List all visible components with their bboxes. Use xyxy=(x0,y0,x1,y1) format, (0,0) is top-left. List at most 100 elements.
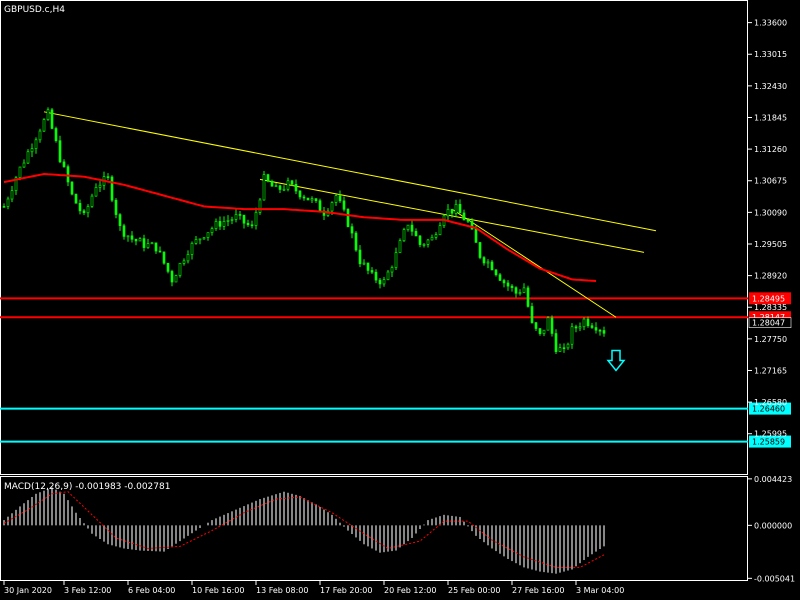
down-arrow-marker xyxy=(606,349,626,372)
candle-body xyxy=(282,188,286,191)
candle-body xyxy=(194,239,198,244)
candle-body xyxy=(290,180,294,185)
candle-body xyxy=(318,200,322,212)
time-tick-label: 3 Mar 04:00 xyxy=(576,586,624,595)
candle-body xyxy=(10,190,14,200)
candle-body xyxy=(182,260,186,264)
candle-body xyxy=(570,326,574,345)
support-2-label-box xyxy=(749,435,791,448)
time-tick-label: 10 Feb 16:00 xyxy=(192,586,244,595)
candle-body xyxy=(174,275,178,283)
candle-body xyxy=(446,208,450,217)
resistance-1-label: 1.28495 xyxy=(752,294,785,303)
candle-body xyxy=(162,251,166,264)
candle-body xyxy=(262,174,266,201)
candle-body xyxy=(530,306,534,323)
macd-tick-label: -0.005041 xyxy=(754,574,795,583)
candle-body xyxy=(574,326,578,329)
candle-body xyxy=(522,287,526,293)
candle-body xyxy=(382,279,386,285)
candle-body xyxy=(238,214,242,216)
candle-body xyxy=(414,231,418,237)
price-tick-label: 1.32430 xyxy=(754,82,787,91)
candle-body xyxy=(226,220,230,222)
candle-body xyxy=(126,235,130,238)
candle-body xyxy=(250,224,254,227)
candle-body xyxy=(566,343,570,349)
candle-body xyxy=(310,198,314,201)
price-tick-label: 1.29505 xyxy=(754,240,787,249)
time-tick-label: 17 Feb 20:00 xyxy=(320,586,372,595)
candle-body xyxy=(502,280,506,284)
candle-body xyxy=(386,271,390,281)
candle-body xyxy=(534,322,538,329)
support-1-label: 1.26460 xyxy=(752,405,785,414)
resistance-1-label-box xyxy=(749,292,791,305)
candle-body xyxy=(598,329,602,332)
candle-body xyxy=(338,195,342,202)
candle-body xyxy=(550,317,554,334)
current-price-box xyxy=(748,317,792,328)
price-tick-label: 1.30090 xyxy=(754,208,787,217)
support-2-label: 1.25859 xyxy=(752,438,785,447)
candle-body xyxy=(90,195,94,207)
candle-body xyxy=(266,174,270,182)
candle-body xyxy=(218,221,222,227)
candle-body xyxy=(586,318,590,327)
candle-body xyxy=(398,240,402,253)
candle-body xyxy=(154,242,158,252)
candle-body xyxy=(38,130,42,141)
current-price-label: 1.28047 xyxy=(752,319,785,328)
candle-body xyxy=(74,193,78,204)
candle-body xyxy=(486,261,490,264)
candle-body xyxy=(6,198,10,207)
candle-body xyxy=(286,180,290,190)
candle-body xyxy=(34,139,38,149)
candle-body xyxy=(246,222,250,226)
candle-body xyxy=(422,244,426,246)
price-tick-label: 1.28920 xyxy=(754,272,787,281)
support-1-label-box xyxy=(749,402,791,415)
candle-body xyxy=(94,187,98,197)
candle-body xyxy=(22,162,26,168)
price-tick-label: 1.26580 xyxy=(754,398,787,407)
time-tick-label: 20 Feb 12:00 xyxy=(384,586,436,595)
macd-tick-label: 0.004423 xyxy=(754,475,792,484)
candle-body xyxy=(330,202,334,212)
price-tick-label: 1.31845 xyxy=(754,113,787,122)
candle-body xyxy=(474,228,478,243)
time-axis: 30 Jan 2020 3 Feb 12:00 6 Feb 04:00 10 Feb … xyxy=(3,581,624,595)
candle-body xyxy=(410,224,414,232)
candle-body xyxy=(234,214,238,220)
macd-panel-frame xyxy=(0,476,748,581)
candle-body xyxy=(54,128,58,141)
candle-body xyxy=(494,269,498,276)
candle-body xyxy=(110,176,114,201)
candle-body xyxy=(526,287,530,307)
candle-body xyxy=(66,166,70,183)
macd-label: MACD(12,26,9) -0.001983 -0.002781 xyxy=(4,482,170,492)
candle-body xyxy=(366,262,370,271)
candles xyxy=(2,107,606,354)
candle-body xyxy=(390,267,394,273)
candle-body xyxy=(510,285,514,288)
candle-body xyxy=(278,185,282,190)
candle-body xyxy=(342,200,346,210)
candle-body xyxy=(590,325,594,328)
time-tick-label: 30 Jan 2020 xyxy=(4,586,52,595)
candle-body xyxy=(438,225,442,236)
candle-body xyxy=(130,235,134,240)
candle-body xyxy=(462,212,466,221)
macd-signal-line xyxy=(3,491,605,568)
candle-body xyxy=(558,347,562,352)
candle-body xyxy=(46,109,50,120)
candle-body xyxy=(138,238,142,242)
price-tick-label: 1.33600 xyxy=(754,19,787,28)
candle-body xyxy=(170,271,174,283)
candle-body xyxy=(506,282,510,287)
time-tick-label: 6 Feb 04:00 xyxy=(128,586,175,595)
candle-body xyxy=(314,198,318,202)
candle-body xyxy=(214,221,218,229)
